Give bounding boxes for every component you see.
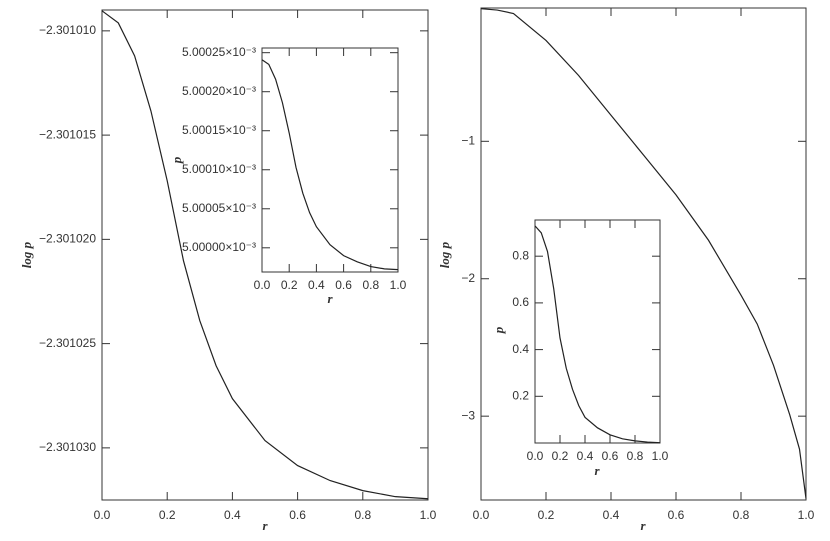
y-tick-label: −2 [461,271,475,285]
x-tick-label: 1.0 [798,508,815,522]
y-tick-label: −3 [461,408,475,422]
x-axis-label: r [640,518,646,533]
x-tick-label: 0.0 [94,508,111,522]
x-tick-label: 0.2 [159,508,176,522]
x-tick-label: 0.8 [354,508,371,522]
y-axis-label: p [169,156,184,164]
x-tick-label: 0.4 [224,508,241,522]
y-tick-label: −2.301030 [39,440,96,454]
y-axis-label: log p [19,241,34,268]
x-tick-label: 0.8 [733,508,750,522]
x-tick-label: 0.2 [281,278,298,292]
x-tick-label: 0.4 [603,508,620,522]
x-axis-label: r [327,291,333,306]
y-tick-label: −2.301025 [39,336,96,350]
x-tick-label: 1.0 [390,278,407,292]
x-tick-label: 0.6 [289,508,306,522]
plot-frame [261,47,399,273]
x-tick-label: 0.4 [308,278,325,292]
y-tick-label: −1 [461,133,475,147]
data-line [480,8,807,499]
x-axis-label: r [262,518,268,533]
data-line [534,225,661,444]
x-tick-label: 0.6 [668,508,685,522]
x-tick-label: 0.8 [362,278,379,292]
x-axis-label: r [594,463,600,478]
y-tick-label: −2.301020 [39,232,96,246]
data-line [261,59,399,271]
x-tick-label: 0.0 [473,508,490,522]
data-line [101,10,429,500]
x-tick-label: 0.0 [254,278,271,292]
y-tick-label: 5.00020×10⁻³ [182,84,256,98]
y-tick-label: 5.00000×10⁻³ [182,240,256,254]
y-tick-label: −2.301015 [39,127,96,141]
x-tick-label: 0.8 [627,449,644,463]
y-tick-label: 5.00010×10⁻³ [182,162,256,176]
x-tick-label: 1.0 [420,508,437,522]
x-tick-label: 0.0 [527,449,544,463]
x-tick-label: 0.2 [552,449,569,463]
x-tick-label: 0.6 [602,449,619,463]
x-tick-label: 1.0 [652,449,669,463]
y-tick-label: 5.00015×10⁻³ [182,123,256,137]
y-tick-label: 5.00025×10⁻³ [182,45,256,59]
y-tick-label: −2.301010 [39,23,96,37]
y-tick-label: 0.6 [512,295,529,309]
y-tick-label: 0.4 [512,342,529,356]
y-axis-label: log p [437,241,452,268]
y-tick-label: 5.00005×10⁻³ [182,201,256,215]
y-axis-label: p [491,326,506,334]
x-tick-label: 0.2 [538,508,555,522]
y-tick-label: 0.2 [512,388,529,402]
plot-frame [534,219,661,444]
x-tick-label: 0.6 [335,278,352,292]
x-tick-label: 0.4 [577,449,594,463]
y-tick-label: 0.8 [512,248,529,262]
